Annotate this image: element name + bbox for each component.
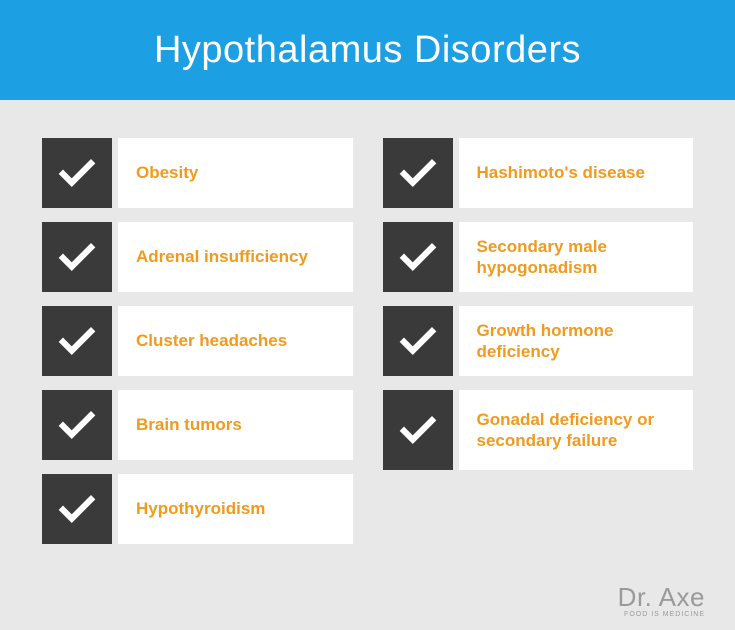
checkmark-icon [42, 390, 112, 460]
content-area: Obesity Adrenal insufficiency Cluster head… [0, 100, 735, 544]
item-label: Adrenal insufficiency [118, 222, 353, 292]
item-label: Obesity [118, 138, 353, 208]
list-item: Hashimoto's disease [383, 138, 694, 208]
header-banner: Hypothalamus Disorders [0, 0, 735, 100]
item-label: Secondary male hypogonadism [459, 222, 694, 292]
list-item: Brain tumors [42, 390, 353, 460]
list-item: Growth hormone deficiency [383, 306, 694, 376]
checkmark-icon [383, 306, 453, 376]
checkmark-icon [383, 390, 453, 470]
checkmark-icon [42, 474, 112, 544]
checkmark-icon [383, 222, 453, 292]
checkmark-icon [42, 222, 112, 292]
attribution-sub: FOOD IS MEDICINE [618, 611, 705, 618]
item-label: Hashimoto's disease [459, 138, 694, 208]
attribution: Dr. Axe FOOD IS MEDICINE [618, 582, 705, 618]
list-item: Secondary male hypogonadism [383, 222, 694, 292]
page-title: Hypothalamus Disorders [154, 29, 581, 72]
list-item: Adrenal insufficiency [42, 222, 353, 292]
list-item: Gonadal deficiency or secondary failure [383, 390, 694, 470]
item-label: Gonadal deficiency or secondary failure [459, 390, 694, 470]
left-column: Obesity Adrenal insufficiency Cluster head… [42, 138, 353, 544]
checkmark-icon [383, 138, 453, 208]
item-label: Cluster headaches [118, 306, 353, 376]
list-item: Hypothyroidism [42, 474, 353, 544]
checkmark-icon [42, 138, 112, 208]
checkmark-icon [42, 306, 112, 376]
item-label: Growth hormone deficiency [459, 306, 694, 376]
list-item: Obesity [42, 138, 353, 208]
item-label: Brain tumors [118, 390, 353, 460]
attribution-main: Dr. Axe [618, 582, 705, 613]
right-column: Hashimoto's disease Secondary male hypogo… [383, 138, 694, 544]
list-item: Cluster headaches [42, 306, 353, 376]
item-label: Hypothyroidism [118, 474, 353, 544]
